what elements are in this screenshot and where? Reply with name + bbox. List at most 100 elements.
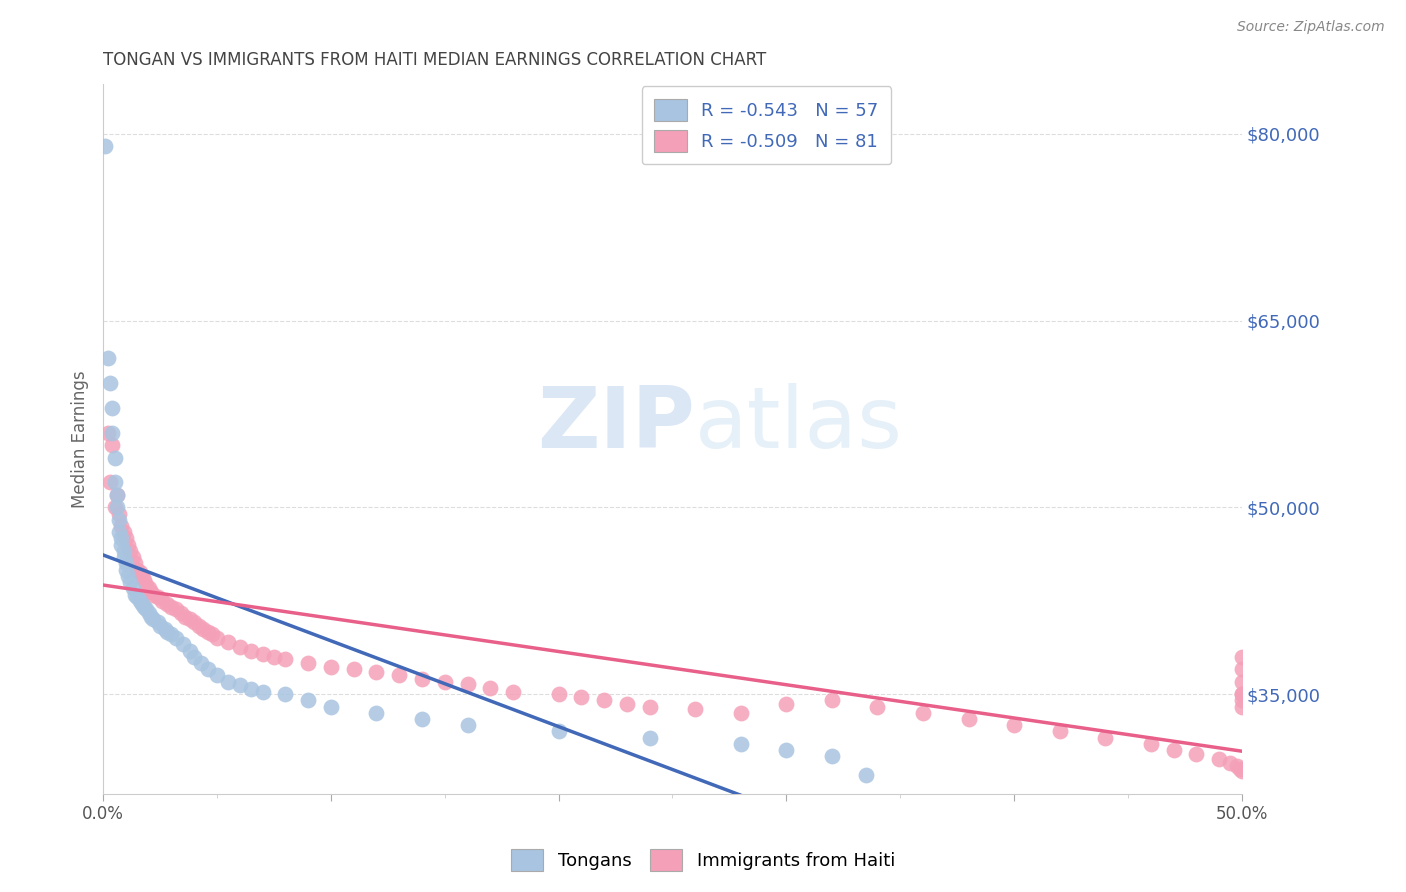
Point <box>174 610 197 624</box>
Point <box>169 606 191 620</box>
Point <box>124 557 146 571</box>
Point <box>457 677 479 691</box>
Point <box>120 575 142 590</box>
Point <box>240 643 263 657</box>
Point <box>1049 724 1071 739</box>
Point <box>263 649 285 664</box>
Point <box>775 743 797 757</box>
Point <box>1230 674 1253 689</box>
Point <box>153 623 176 637</box>
Point <box>205 631 228 645</box>
Point <box>179 643 201 657</box>
Point <box>101 401 124 415</box>
Point <box>190 656 212 670</box>
Point <box>105 488 128 502</box>
Point <box>1185 747 1208 761</box>
Point <box>128 593 150 607</box>
Point <box>112 550 135 565</box>
Point <box>319 659 342 673</box>
Point <box>112 525 135 540</box>
Point <box>547 687 569 701</box>
Point <box>366 706 388 720</box>
Point <box>571 690 593 704</box>
Point <box>117 538 139 552</box>
Point <box>1163 743 1185 757</box>
Point <box>957 712 980 726</box>
Point <box>115 563 138 577</box>
Point <box>1230 699 1253 714</box>
Point <box>183 615 205 629</box>
Point <box>775 697 797 711</box>
Point <box>134 599 156 614</box>
Point <box>121 582 143 596</box>
Point <box>131 569 153 583</box>
Point <box>98 475 121 490</box>
Point <box>252 684 274 698</box>
Point <box>1226 759 1249 773</box>
Point <box>411 672 433 686</box>
Point <box>135 602 157 616</box>
Point <box>201 627 224 641</box>
Point <box>165 602 187 616</box>
Point <box>120 544 142 558</box>
Point <box>183 649 205 664</box>
Point <box>150 593 173 607</box>
Point <box>866 699 889 714</box>
Point <box>105 488 128 502</box>
Point <box>297 693 319 707</box>
Point <box>1230 764 1253 779</box>
Point <box>97 351 120 365</box>
Point <box>108 513 131 527</box>
Point <box>593 693 616 707</box>
Point <box>134 573 156 587</box>
Point <box>160 627 183 641</box>
Point <box>117 569 139 583</box>
Point <box>547 724 569 739</box>
Point <box>502 684 524 698</box>
Point <box>131 598 153 612</box>
Point <box>127 563 149 577</box>
Point <box>366 665 388 679</box>
Point <box>1002 718 1025 732</box>
Point <box>112 544 135 558</box>
Y-axis label: Median Earnings: Median Earnings <box>72 370 89 508</box>
Point <box>911 706 934 720</box>
Point <box>638 699 661 714</box>
Point <box>1219 756 1241 770</box>
Point <box>240 682 263 697</box>
Point <box>821 693 844 707</box>
Point <box>105 500 128 515</box>
Point <box>638 731 661 745</box>
Point <box>103 475 125 490</box>
Legend: Tongans, Immigrants from Haiti: Tongans, Immigrants from Haiti <box>503 842 903 879</box>
Point <box>110 538 132 552</box>
Point <box>1230 693 1253 707</box>
Point <box>103 450 125 465</box>
Point <box>187 618 209 632</box>
Point <box>142 587 165 601</box>
Point <box>101 438 124 452</box>
Point <box>138 606 160 620</box>
Point <box>121 550 143 565</box>
Point <box>110 532 132 546</box>
Point <box>165 631 187 645</box>
Point <box>127 590 149 604</box>
Point <box>115 557 138 571</box>
Point <box>274 652 297 666</box>
Point <box>94 139 117 153</box>
Point <box>821 749 844 764</box>
Point <box>1230 662 1253 676</box>
Point <box>229 640 252 654</box>
Text: TONGAN VS IMMIGRANTS FROM HAITI MEDIAN EARNINGS CORRELATION CHART: TONGAN VS IMMIGRANTS FROM HAITI MEDIAN E… <box>103 51 766 69</box>
Point <box>855 768 877 782</box>
Point <box>1208 752 1230 766</box>
Point <box>138 582 160 596</box>
Point <box>1230 649 1253 664</box>
Point <box>197 624 219 639</box>
Point <box>388 668 411 682</box>
Point <box>730 737 752 751</box>
Point <box>217 674 239 689</box>
Point <box>108 525 131 540</box>
Point <box>160 599 183 614</box>
Point <box>1229 762 1251 776</box>
